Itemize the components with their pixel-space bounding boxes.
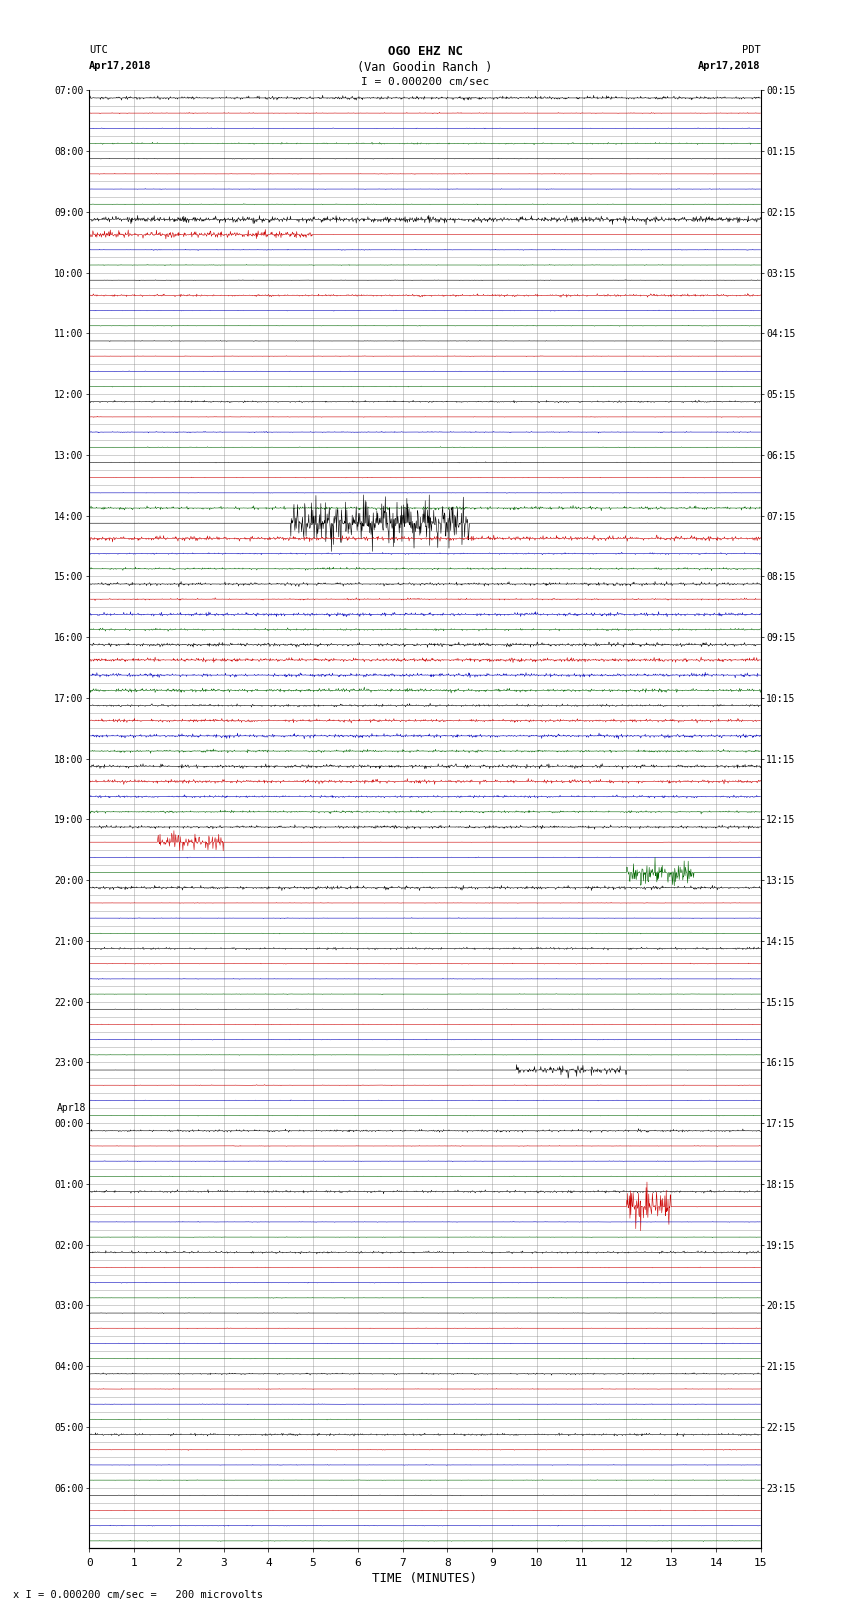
X-axis label: TIME (MINUTES): TIME (MINUTES) <box>372 1571 478 1584</box>
Text: UTC: UTC <box>89 45 108 55</box>
Text: I = 0.000200 cm/sec: I = 0.000200 cm/sec <box>361 77 489 87</box>
Text: Apr18: Apr18 <box>56 1103 86 1113</box>
Text: x I = 0.000200 cm/sec =   200 microvolts: x I = 0.000200 cm/sec = 200 microvolts <box>13 1590 263 1600</box>
Text: Apr17,2018: Apr17,2018 <box>89 61 152 71</box>
Text: PDT: PDT <box>742 45 761 55</box>
Text: Apr17,2018: Apr17,2018 <box>698 61 761 71</box>
Text: (Van Goodin Ranch ): (Van Goodin Ranch ) <box>357 61 493 74</box>
Text: OGO EHZ NC: OGO EHZ NC <box>388 45 462 58</box>
